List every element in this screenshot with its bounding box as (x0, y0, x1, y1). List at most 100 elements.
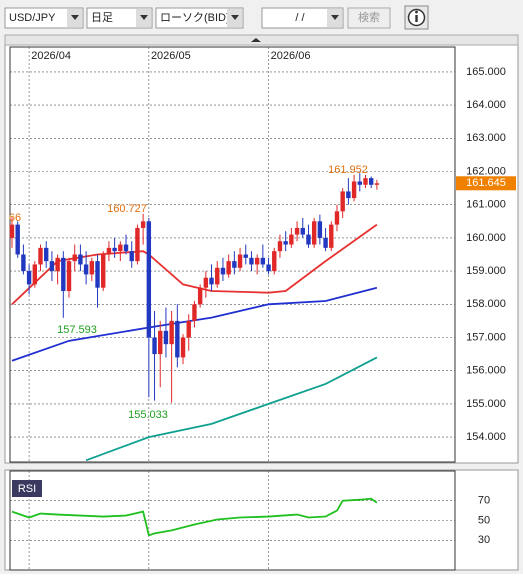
candle-body (203, 277, 209, 288)
candle-body (346, 191, 351, 199)
arrow-icon (140, 15, 148, 20)
candle-body (146, 221, 152, 338)
chart-title: RSI (18, 483, 36, 495)
candle-body (129, 251, 134, 262)
candle-body (89, 261, 95, 275)
candle-body (72, 254, 77, 262)
candle-body (374, 183, 380, 185)
y-tick-label: 164.000 (466, 99, 506, 111)
info-icon (415, 15, 418, 22)
current-price: 161.645 (466, 177, 506, 189)
candle-body (95, 261, 100, 288)
rsi-line (11, 497, 378, 537)
candle-body (209, 277, 214, 285)
price-chart: 154.000 155.000 156.000 157.000 158.000 159.0… (9, 47, 516, 570)
collapse-bar[interactable] (4, 34, 519, 46)
candle-body (243, 254, 248, 258)
y-tick-label: 154.000 (466, 431, 506, 443)
candle-body (26, 271, 32, 285)
candle-body (55, 257, 60, 272)
y-tick-label: 30 (478, 534, 490, 546)
candle-body (44, 247, 49, 262)
pair-select[interactable] (4, 7, 84, 29)
candle-body (61, 257, 66, 292)
y-tick-label: 163.000 (466, 132, 506, 144)
y-tick-label: 70 (478, 495, 490, 507)
date: / / (295, 12, 305, 24)
collapse-icon (251, 38, 261, 42)
candle-body (220, 267, 226, 275)
candle-body (197, 287, 203, 305)
candle-body (283, 241, 288, 245)
candle-body (118, 244, 123, 252)
y-tick-label: 162.000 (466, 165, 506, 177)
candle-body (49, 261, 55, 272)
candle-body (232, 261, 237, 268)
y-tick-label: 156.000 (466, 365, 506, 377)
candle-body (254, 257, 260, 265)
arrow-icon (231, 15, 239, 20)
candle-body (38, 247, 43, 265)
candle-body (226, 261, 231, 275)
candle-body (32, 264, 38, 285)
candle-body (9, 224, 15, 238)
moving-average (11, 286, 378, 362)
candle-body (317, 221, 323, 238)
type-select[interactable] (155, 7, 244, 29)
search-button[interactable] (347, 7, 391, 29)
candle-body (340, 191, 345, 212)
moving-average (85, 356, 378, 462)
rsi-chart: 70 50 30 RSI (10, 480, 490, 546)
candle-body (237, 254, 243, 268)
moving-average (11, 223, 378, 305)
x-tick-label: 2026/05 (151, 50, 191, 62)
candle-body (158, 330, 163, 355)
candle-body (368, 178, 374, 185)
plot-frame (9, 46, 456, 463)
candle-body (163, 330, 169, 345)
arrow-icon (71, 15, 79, 20)
candle-body (21, 254, 26, 272)
candle-body (266, 264, 271, 272)
candle-body (78, 254, 83, 265)
candle-body (135, 227, 140, 262)
pair: USD/JPY (9, 12, 56, 24)
candle-body (123, 244, 129, 252)
candle-body (140, 221, 146, 228)
candle-body (249, 257, 254, 265)
x-tick-label: 2026/06 (271, 50, 311, 62)
annotation: 155.033 (128, 409, 168, 421)
candle-body (180, 337, 186, 358)
period-select[interactable] (86, 7, 153, 29)
candle-body (152, 337, 157, 355)
info-icon (415, 10, 418, 14)
date-input[interactable] (261, 7, 344, 29)
y-tick-label: 159.000 (466, 265, 506, 277)
y-tick-label: 160.000 (466, 232, 506, 244)
candle-body (311, 221, 317, 245)
chart-type: ローソク(BID) (160, 11, 230, 24)
candle-body (329, 224, 334, 248)
period: 日足 (91, 12, 113, 24)
candle-body (112, 247, 117, 252)
candle-body (106, 247, 112, 255)
y-tick-label: 50 (478, 514, 490, 526)
candle-body (272, 251, 277, 272)
y-tick-label: 161.000 (466, 199, 506, 211)
main-panel (4, 34, 519, 464)
y-tick-label: 158.000 (466, 298, 506, 310)
candle-body (323, 237, 328, 248)
candle-body (294, 227, 300, 235)
arrow-icon (331, 15, 339, 20)
candle-body (306, 234, 311, 245)
y-tick-label: 165.000 (466, 66, 506, 78)
candle-body (66, 261, 72, 292)
candle-body (334, 211, 340, 225)
rsi-panel (4, 469, 519, 571)
x-tick-label: 2026/04 (31, 50, 71, 62)
search: 検索 (358, 10, 380, 24)
y-tick-label: 157.000 (466, 331, 506, 343)
annotation: 161.952 (328, 164, 368, 176)
candle-body (192, 304, 197, 321)
